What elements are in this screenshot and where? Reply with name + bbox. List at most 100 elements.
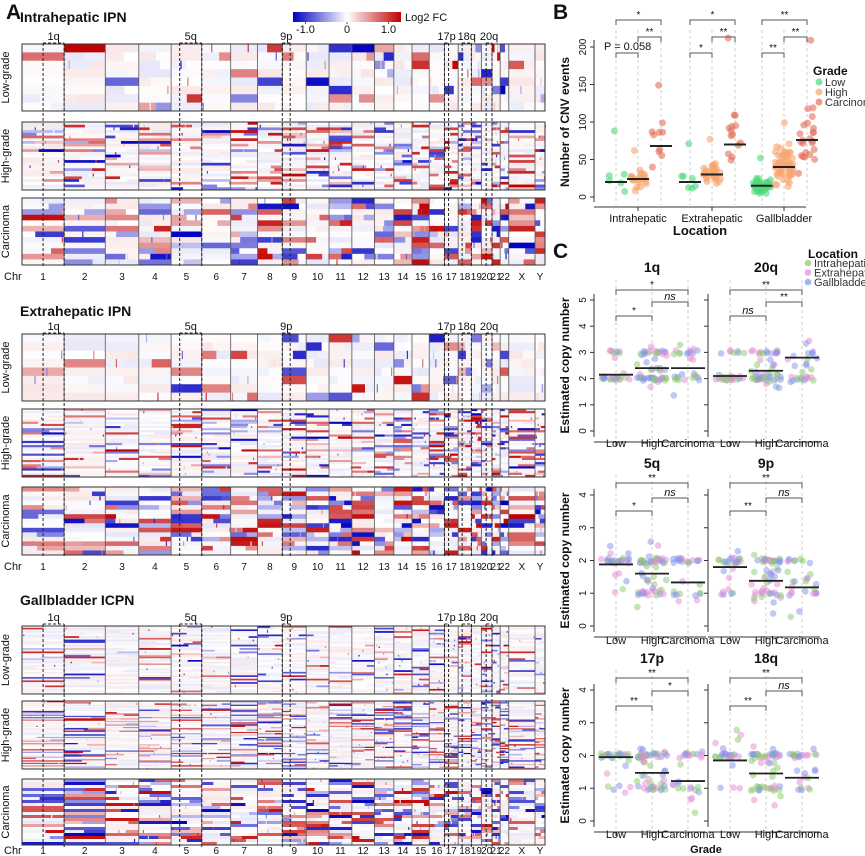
heatmap-cell: [500, 168, 506, 172]
heatmap-cell: [201, 384, 231, 393]
heatmap-cell: [105, 545, 120, 551]
heatmap-cell: [230, 466, 258, 469]
heatmap-cell: [351, 527, 375, 533]
heatmap-cell: [125, 203, 140, 210]
heatmap-cell: [374, 496, 395, 501]
heatmap-cell: [22, 677, 65, 679]
heatmap-cell: [22, 170, 51, 174]
heatmap-cell: [429, 157, 435, 161]
heatmap-cell: [171, 375, 203, 385]
heatmap-cell: [437, 632, 439, 635]
heatmap-cell: [359, 334, 375, 343]
heatmap-cell: [300, 132, 302, 136]
heatmap-cell: [411, 432, 430, 435]
heatmap-cell: [444, 367, 459, 377]
heatmap-cell: [64, 127, 106, 131]
heatmap-cell: [427, 509, 429, 515]
heatmap-cell: [329, 675, 344, 678]
heatmap-cell: [471, 661, 482, 664]
heatmap-cell: [492, 94, 501, 103]
heatmap-cell: [230, 474, 258, 478]
heatmap-cell: [535, 135, 539, 139]
heatmap-cell: [201, 60, 231, 70]
heatmap-cell: [488, 44, 493, 53]
heatmap-cell: [481, 434, 493, 437]
heatmap-cell: [434, 417, 436, 420]
heatmap-cell: [64, 187, 106, 191]
heatmap-cell: [481, 470, 486, 474]
heatmap-cell: [393, 426, 403, 429]
heatmap-cell: [411, 102, 430, 112]
heatmap-cell: [64, 440, 80, 444]
heatmap-cell: [500, 214, 505, 221]
heatmap-cell: [257, 259, 274, 266]
heatmap-cell: [269, 367, 283, 377]
heatmap-cell: [92, 451, 106, 454]
heatmap-cell: [186, 663, 203, 666]
heatmap-cell: [219, 536, 231, 542]
heatmap-cell: [121, 631, 140, 634]
heatmap-cell: [64, 449, 106, 452]
heatmap-cell: [448, 173, 459, 177]
heatmap-cell: [92, 173, 94, 177]
heatmap-cell: [257, 536, 266, 542]
heatmap-cell: [374, 426, 395, 429]
heatmap-cell: [393, 132, 413, 136]
heatmap-cell: [477, 541, 482, 547]
heatmap-cell: [508, 660, 536, 662]
heatmap-cell: [362, 637, 375, 640]
heatmap-cell: [290, 637, 307, 640]
heatmap-cell: [257, 423, 274, 427]
heatmap-cell: [306, 648, 320, 651]
heatmap-cell: [492, 436, 501, 440]
heatmap-cell: [359, 94, 375, 103]
heatmap-cell: [541, 154, 543, 158]
heatmap-cell: [329, 426, 353, 429]
heatmap-cell: [306, 203, 330, 210]
heatmap-cell: [492, 411, 501, 414]
heatmap-cell: [22, 646, 65, 649]
heatmap-cell: [481, 671, 493, 674]
heatmap-cell: [386, 438, 395, 442]
heatmap-cell: [488, 52, 493, 62]
heatmap-cell: [22, 666, 39, 669]
heatmap-cell: [171, 203, 203, 210]
heatmap-cell: [525, 168, 536, 172]
heatmap-cell: [492, 231, 497, 238]
heatmap-cell: [212, 545, 231, 551]
heatmap-cell: [492, 541, 501, 547]
heatmap-cell: [138, 491, 151, 497]
heatmap-cell: [105, 632, 120, 635]
heatmap-cell: [540, 671, 542, 674]
heatmap-cell: [458, 644, 472, 647]
heatmap-cell: [364, 253, 375, 260]
heatmap-cell: [329, 472, 353, 476]
heatmap-cell: [464, 423, 472, 427]
heatmap-cell: [535, 627, 546, 630]
heatmap-cell: [138, 626, 172, 628]
heatmap-cell: [257, 653, 283, 656]
heatmap-cell: [282, 428, 307, 431]
heatmap-cell: [138, 52, 157, 62]
heatmap-cell: [201, 447, 219, 450]
heatmap-cell: [125, 173, 140, 177]
heatmap-cell: [500, 102, 510, 112]
heatmap-cell: [393, 455, 402, 459]
heatmap-cell: [105, 154, 121, 158]
heatmap-cell: [539, 146, 546, 150]
heatmap-cell: [381, 77, 395, 87]
heatmap-cell: [487, 231, 493, 238]
heatmap-cell: [257, 629, 283, 632]
heatmap-cell: [429, 350, 445, 360]
heatmap-cell: [411, 545, 424, 551]
heatmap-cell: [535, 443, 546, 446]
heatmap-cell: [105, 209, 127, 216]
heatmap-cell: [481, 627, 493, 630]
heatmap-cell: [519, 487, 536, 492]
heatmap-cell: [351, 631, 375, 634]
heatmap-cell: [61, 468, 63, 471]
heatmap-cell: [444, 656, 459, 659]
heatmap-cell: [500, 466, 510, 469]
heatmap-cell: [329, 179, 343, 183]
heatmap-cell: [500, 626, 510, 628]
